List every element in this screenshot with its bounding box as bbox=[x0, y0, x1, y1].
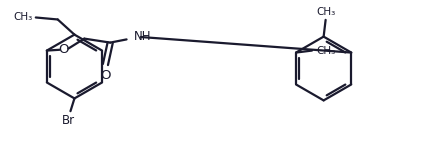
Text: Br: Br bbox=[62, 114, 75, 127]
Text: O: O bbox=[100, 69, 111, 81]
Text: O: O bbox=[59, 43, 69, 56]
Text: CH₃: CH₃ bbox=[317, 46, 336, 56]
Text: CH₃: CH₃ bbox=[316, 8, 335, 18]
Text: CH₃: CH₃ bbox=[13, 12, 33, 22]
Text: NH: NH bbox=[134, 30, 152, 43]
